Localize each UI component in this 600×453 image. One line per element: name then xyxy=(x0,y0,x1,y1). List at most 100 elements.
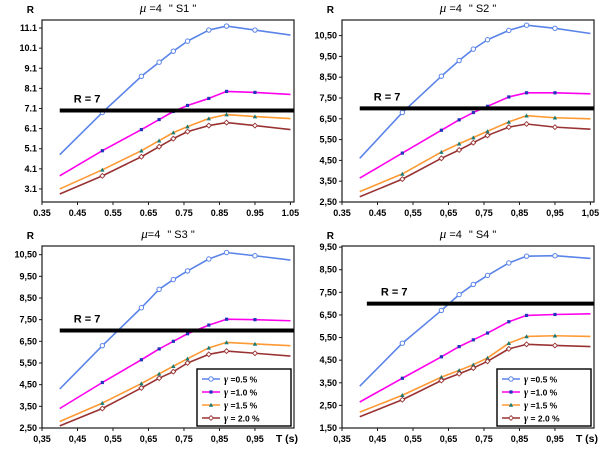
marker-triangle xyxy=(100,400,105,405)
x-tick-label: 0,95 xyxy=(546,208,564,218)
r7-label: R = 7 xyxy=(74,93,101,105)
y-tick-label: 4,50 xyxy=(319,155,337,165)
marker-triangle xyxy=(456,368,462,373)
legend-item-blue: γ =0.5 % xyxy=(202,375,258,386)
marker-square xyxy=(224,89,229,93)
marker-diamond xyxy=(138,153,145,160)
legend-label: γ =1.0 % xyxy=(524,388,558,399)
x-axis: 0,35 0,45 0,55 0,65 0,75 0,85 0,95 T (s) xyxy=(33,428,298,445)
marker-triangle xyxy=(185,124,190,129)
marker-square xyxy=(524,91,529,95)
x-tick-label: 1.05 xyxy=(282,208,300,218)
marker-diamond xyxy=(184,128,191,135)
y-tick-label: 9,50 xyxy=(319,51,337,61)
marker-triangle xyxy=(252,114,258,119)
marker-circle xyxy=(523,22,530,28)
y-tick-label: 8,50 xyxy=(319,72,337,82)
marker-diamond xyxy=(505,345,512,352)
marker-triangle xyxy=(185,356,190,361)
y-tick-label: 3,50 xyxy=(319,378,337,388)
marker-square xyxy=(139,358,143,362)
y-tick-label: 10,50 xyxy=(14,250,37,260)
marker-circle xyxy=(184,38,191,44)
marker-circle xyxy=(506,260,512,266)
marker-square xyxy=(471,110,475,115)
marker-circle xyxy=(456,57,462,64)
marker-diamond xyxy=(523,120,530,128)
marker-triangle xyxy=(524,113,529,118)
series-orange xyxy=(359,333,591,413)
marker-square xyxy=(439,128,443,132)
x-tick-label: 0,55 xyxy=(104,434,122,444)
x-tick-label: 0,75 xyxy=(175,434,193,444)
legend-label: γ =0.5 % xyxy=(524,375,558,386)
y-tick-label: 9,50 xyxy=(319,242,337,252)
marker-square xyxy=(157,117,161,122)
marker-diamond xyxy=(456,146,463,154)
marker-square xyxy=(553,312,557,317)
x-axis: 0,35 0,45 0,55 0,65 0,75 0,85 0,95 T (s) xyxy=(333,428,598,445)
x-tick-label: 0.45 xyxy=(369,208,387,218)
marker-square xyxy=(457,118,461,122)
marker-circle xyxy=(138,305,145,311)
marker-diamond xyxy=(507,414,515,422)
x-tick-label: 0.95 xyxy=(246,208,264,218)
marker-square xyxy=(509,390,513,394)
marker-triangle xyxy=(171,130,176,135)
marker-square xyxy=(100,149,104,153)
marker-circle xyxy=(184,268,191,274)
marker-square xyxy=(507,95,511,99)
y-tick-label: 7,50 xyxy=(19,315,37,325)
series-orange xyxy=(359,113,591,193)
marker-square xyxy=(439,355,443,359)
y-tick-label: 5,50 xyxy=(319,135,337,145)
legend-item-orange: γ =1.5 % xyxy=(202,401,258,412)
marker-triangle xyxy=(485,129,490,134)
marker-square xyxy=(400,151,404,155)
y-axis: 3.1 4.1 5.1 6.1 7.1 8.1 9.1 10.1 11.1 xyxy=(19,23,42,194)
marker-circle xyxy=(206,27,212,33)
marker-circle xyxy=(156,59,162,65)
y-tick-label: 6.1 xyxy=(24,124,37,134)
x-tick-label: 0.55 xyxy=(104,208,122,218)
y-tick-label: 5.1 xyxy=(24,144,37,154)
x-axis: 0.35 0.45 0,55 0,65 0,75 0,85 0,95 1,05 xyxy=(333,202,599,218)
marker-circle xyxy=(252,253,258,259)
marker-square xyxy=(185,103,190,108)
y-axis-label: R xyxy=(327,5,335,16)
y-tick-label: 9,50 xyxy=(19,271,37,281)
series-line xyxy=(359,114,591,193)
marker-diamond xyxy=(156,143,163,150)
series-line xyxy=(59,113,291,190)
series-line xyxy=(359,313,591,403)
y-tick-label: 9.1 xyxy=(24,63,37,73)
legend-label: γ = 2.0 % xyxy=(224,414,260,425)
legend-label: γ =1.5 % xyxy=(524,401,558,412)
marker-circle xyxy=(223,249,230,256)
r7-label: R = 7 xyxy=(74,314,101,326)
chart-s2: μ =4 " S2 " R 2,50 3,50 4,50 5,50 6,50 7,50 8,50 9… xyxy=(314,0,599,218)
chart-title: μ =4 " S1 " xyxy=(139,0,197,15)
y-tick-label: 6,50 xyxy=(319,114,337,124)
legend-item-darkred: γ = 2.0 % xyxy=(202,414,260,425)
y-tick-label: 5,50 xyxy=(19,358,37,368)
chart-s3: μ=4 " S3 " R 2,50 3,50 4,50 5,50 6,50 7,50 8,50 9,… xyxy=(14,226,298,445)
marker-circle xyxy=(138,73,145,80)
marker-triangle xyxy=(485,355,490,360)
marker-circle xyxy=(206,256,212,262)
marker-circle xyxy=(99,342,106,349)
y-tick-label: 8,50 xyxy=(19,293,37,303)
marker-circle xyxy=(170,48,177,54)
marker-diamond xyxy=(484,132,491,139)
marker-triangle xyxy=(100,167,105,172)
marker-triangle xyxy=(439,149,444,154)
x-tick-label: 0.75 xyxy=(175,208,193,218)
marker-square xyxy=(224,317,229,321)
y-tick-label: 3,50 xyxy=(319,176,337,186)
marker-square xyxy=(207,96,211,101)
x-tick-label: 0.45 xyxy=(69,208,87,218)
marker-circle xyxy=(399,109,406,116)
x-tick-label: 0.65 xyxy=(140,208,158,218)
y-tick-label: 1,50 xyxy=(319,423,337,433)
marker-diamond xyxy=(205,351,212,358)
